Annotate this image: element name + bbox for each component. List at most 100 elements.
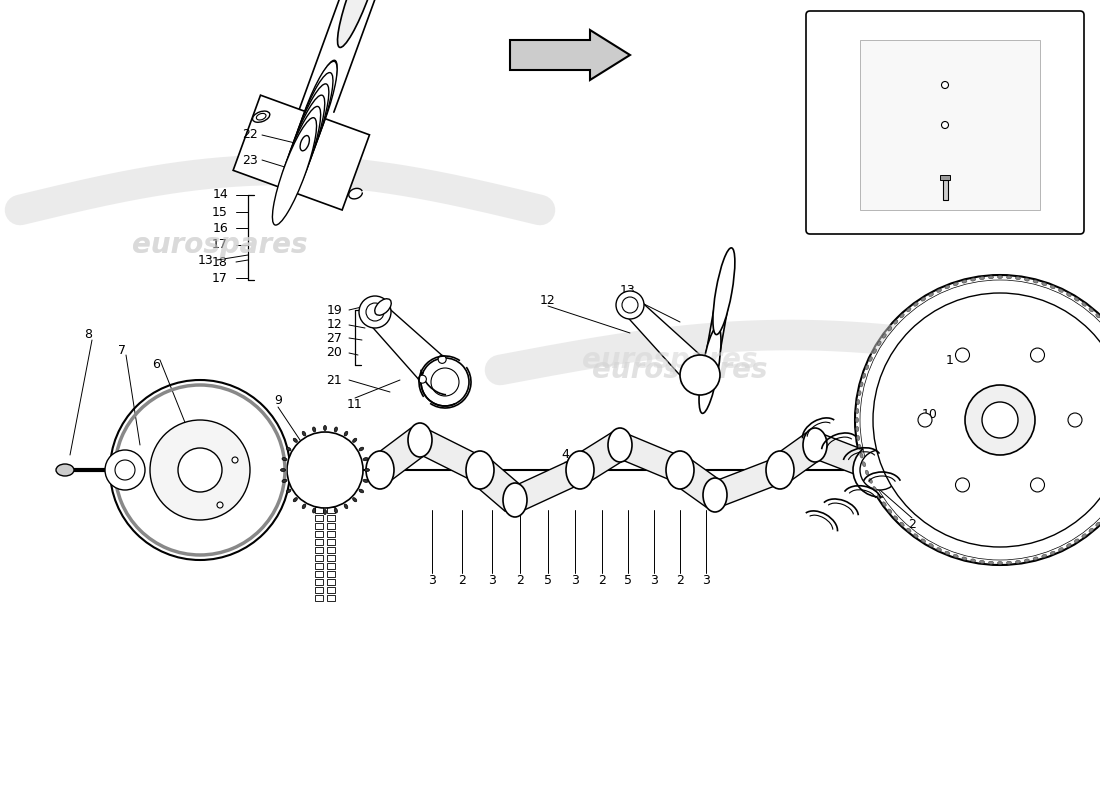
Ellipse shape bbox=[282, 479, 287, 482]
Ellipse shape bbox=[998, 562, 1002, 565]
Bar bbox=[327, 523, 336, 529]
Ellipse shape bbox=[862, 374, 866, 378]
Ellipse shape bbox=[276, 106, 320, 214]
Circle shape bbox=[982, 402, 1018, 438]
Text: 23: 23 bbox=[242, 154, 258, 166]
Ellipse shape bbox=[873, 349, 877, 354]
Ellipse shape bbox=[914, 302, 918, 306]
Circle shape bbox=[680, 355, 720, 395]
Ellipse shape bbox=[980, 560, 984, 563]
Ellipse shape bbox=[503, 483, 527, 517]
Text: 10: 10 bbox=[922, 409, 938, 422]
Ellipse shape bbox=[882, 334, 887, 338]
Bar bbox=[327, 587, 336, 593]
Ellipse shape bbox=[998, 275, 1002, 278]
Ellipse shape bbox=[1033, 280, 1038, 283]
Ellipse shape bbox=[914, 534, 918, 538]
Ellipse shape bbox=[928, 543, 934, 547]
Polygon shape bbox=[771, 433, 824, 482]
Ellipse shape bbox=[323, 510, 327, 514]
Circle shape bbox=[918, 413, 932, 427]
Circle shape bbox=[178, 448, 222, 492]
Circle shape bbox=[621, 297, 638, 313]
Ellipse shape bbox=[334, 427, 338, 432]
Ellipse shape bbox=[860, 453, 864, 458]
Ellipse shape bbox=[1096, 522, 1100, 526]
Ellipse shape bbox=[856, 426, 859, 431]
Ellipse shape bbox=[1042, 282, 1046, 286]
Ellipse shape bbox=[1042, 554, 1046, 558]
Text: 2: 2 bbox=[909, 518, 916, 531]
Text: 3: 3 bbox=[650, 574, 658, 586]
Ellipse shape bbox=[713, 248, 735, 334]
Text: 24: 24 bbox=[837, 78, 852, 91]
Text: 3: 3 bbox=[488, 574, 496, 586]
Polygon shape bbox=[811, 433, 884, 482]
Text: 3: 3 bbox=[702, 574, 710, 586]
Ellipse shape bbox=[856, 418, 858, 422]
Circle shape bbox=[1031, 348, 1045, 362]
Text: 25: 25 bbox=[837, 118, 852, 131]
Ellipse shape bbox=[869, 357, 872, 362]
Ellipse shape bbox=[289, 73, 333, 180]
Bar bbox=[315, 515, 323, 521]
Bar bbox=[327, 563, 336, 569]
Ellipse shape bbox=[273, 118, 317, 225]
Polygon shape bbox=[233, 95, 370, 210]
Bar bbox=[327, 531, 336, 537]
Polygon shape bbox=[510, 30, 630, 80]
Text: eurospares: eurospares bbox=[132, 231, 308, 259]
Ellipse shape bbox=[945, 286, 949, 289]
Ellipse shape bbox=[873, 486, 877, 491]
Bar bbox=[327, 595, 336, 601]
Ellipse shape bbox=[900, 314, 904, 318]
Circle shape bbox=[942, 122, 948, 129]
Circle shape bbox=[150, 420, 250, 520]
Ellipse shape bbox=[893, 320, 898, 324]
Polygon shape bbox=[623, 298, 711, 386]
Polygon shape bbox=[711, 458, 784, 507]
Circle shape bbox=[956, 478, 969, 492]
Text: 6: 6 bbox=[152, 358, 160, 371]
Ellipse shape bbox=[293, 62, 337, 169]
Ellipse shape bbox=[302, 431, 306, 436]
Ellipse shape bbox=[937, 289, 942, 292]
Ellipse shape bbox=[954, 282, 958, 286]
Ellipse shape bbox=[338, 0, 382, 47]
Polygon shape bbox=[703, 289, 732, 372]
Bar bbox=[860, 40, 1040, 210]
Ellipse shape bbox=[280, 95, 324, 202]
Text: 13: 13 bbox=[620, 283, 636, 297]
Ellipse shape bbox=[666, 451, 694, 489]
Circle shape bbox=[860, 280, 1100, 560]
Ellipse shape bbox=[866, 470, 869, 475]
Ellipse shape bbox=[375, 298, 392, 315]
Ellipse shape bbox=[921, 298, 925, 301]
Ellipse shape bbox=[1058, 548, 1064, 551]
Ellipse shape bbox=[1089, 528, 1093, 532]
Circle shape bbox=[359, 296, 390, 328]
Ellipse shape bbox=[1067, 543, 1071, 547]
Ellipse shape bbox=[286, 447, 290, 451]
Ellipse shape bbox=[1081, 302, 1087, 306]
Ellipse shape bbox=[1058, 289, 1064, 292]
Polygon shape bbox=[940, 175, 950, 180]
Ellipse shape bbox=[344, 431, 348, 436]
Ellipse shape bbox=[286, 489, 290, 493]
Ellipse shape bbox=[878, 494, 881, 499]
Bar bbox=[315, 579, 323, 585]
Bar bbox=[315, 507, 323, 513]
Ellipse shape bbox=[353, 438, 356, 442]
Circle shape bbox=[421, 358, 469, 406]
Bar bbox=[315, 531, 323, 537]
Ellipse shape bbox=[937, 548, 942, 551]
Text: 22: 22 bbox=[242, 129, 258, 142]
Bar bbox=[315, 523, 323, 529]
Ellipse shape bbox=[989, 276, 993, 278]
Ellipse shape bbox=[970, 559, 976, 562]
Bar bbox=[327, 579, 336, 585]
Ellipse shape bbox=[921, 539, 925, 542]
Text: 5: 5 bbox=[544, 574, 552, 586]
Circle shape bbox=[104, 450, 145, 490]
Ellipse shape bbox=[1015, 277, 1021, 280]
